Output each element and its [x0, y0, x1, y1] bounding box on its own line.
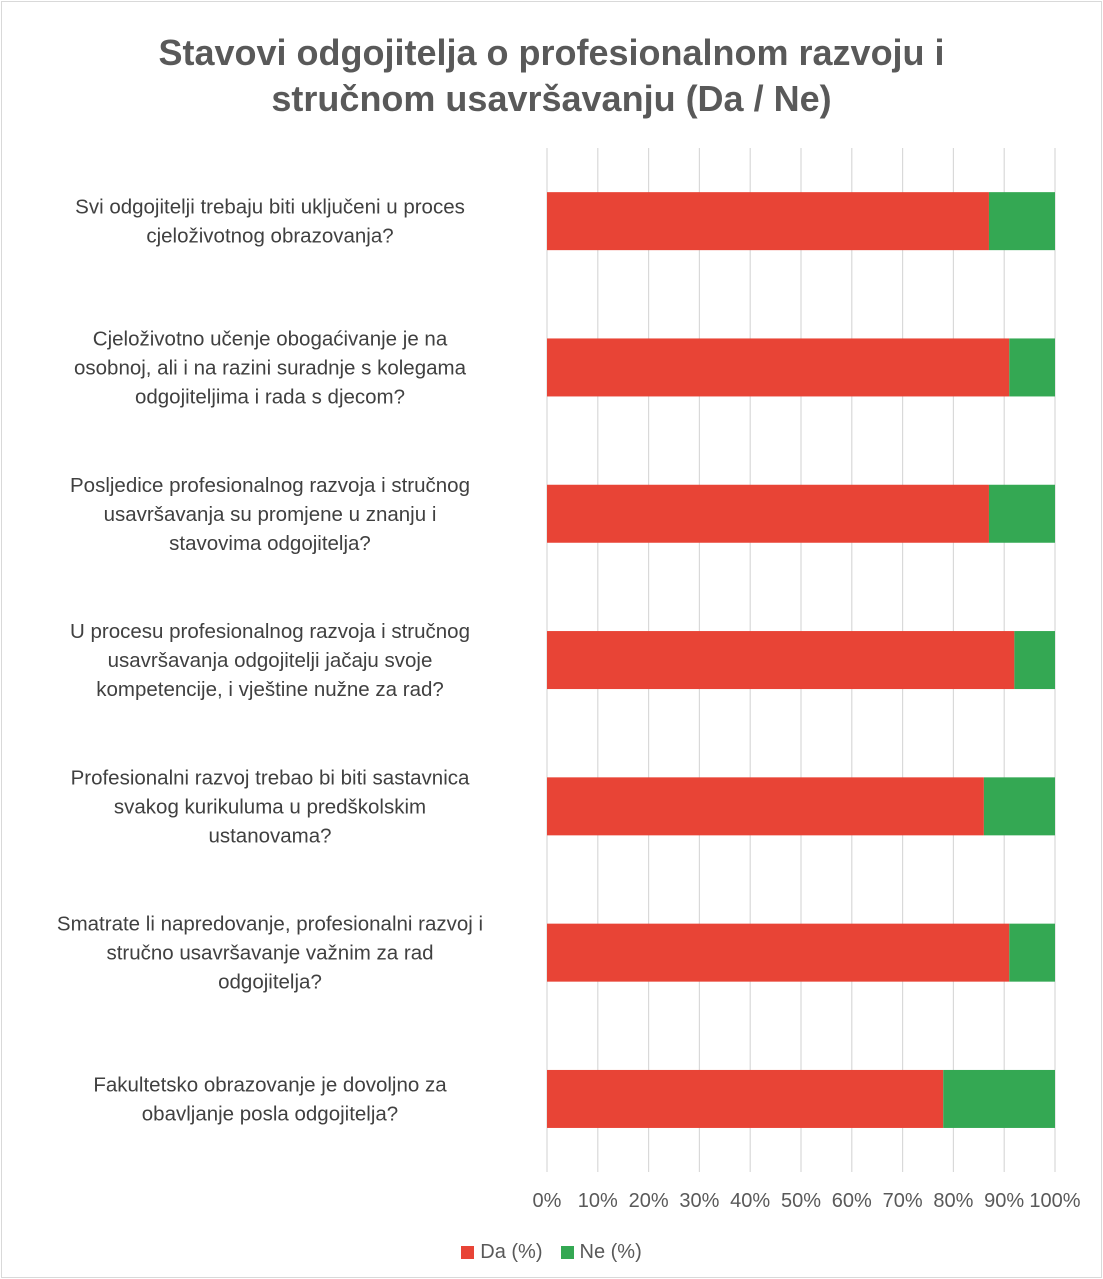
- category-label: usavršavanja su promjene u znanju i: [104, 503, 437, 526]
- bar-da: [547, 777, 984, 836]
- legend-item-da[interactable]: Da (%): [461, 1240, 543, 1264]
- x-tick-label: 60%: [832, 1190, 872, 1212]
- category-label: U procesu profesionalnog razvoja i struč…: [70, 620, 470, 643]
- bar-ne: [943, 1069, 1055, 1128]
- category-label: Svi odgojitelji trebaju biti uključeni u…: [75, 196, 465, 219]
- bar-ne: [1014, 631, 1055, 690]
- bar-ne: [988, 484, 1055, 543]
- legend-swatch-da: [461, 1245, 475, 1259]
- x-tick-label: 30%: [679, 1190, 719, 1212]
- chart-title-line-2: stručnom usavršavanju (Da / Ne): [271, 78, 832, 119]
- bar-ne: [1009, 923, 1055, 982]
- bar-ne: [983, 777, 1055, 836]
- legend-label-da: Da (%): [480, 1240, 543, 1263]
- category-label: odgojitelja?: [218, 971, 322, 994]
- bar-ne: [988, 192, 1055, 251]
- category-label: Cjeloživotno učenje obogaćivanje je na: [93, 327, 448, 350]
- legend-label-ne: Ne (%): [579, 1240, 642, 1263]
- chart-title: Stavovi odgojitelja o profesionalnom raz…: [0, 30, 1103, 122]
- x-tick-label: 40%: [730, 1190, 770, 1212]
- legend: Da (%) Ne (%): [0, 1237, 1103, 1267]
- category-label: usavršavanja odgojitelji jačaju svoje: [108, 649, 433, 672]
- bar-da: [547, 484, 989, 543]
- x-tick-label: 70%: [883, 1190, 923, 1212]
- bar-da: [547, 1069, 944, 1128]
- category-label: Fakultetsko obrazovanje je dovoljno za: [93, 1073, 447, 1096]
- chart-title-line-1: Stavovi odgojitelja o profesionalnom raz…: [158, 32, 945, 73]
- bar-da: [547, 192, 989, 251]
- category-label: odgojiteljima i rada s djecom?: [135, 385, 405, 408]
- category-label: Posljedice profesionalnog razvoja i stru…: [70, 474, 470, 497]
- x-tick-label: 50%: [781, 1190, 821, 1212]
- category-label: ustanovama?: [208, 824, 331, 847]
- bar-da: [547, 338, 1010, 397]
- category-label: stavovima odgojitelja?: [169, 532, 371, 555]
- category-label: Profesionalni razvoj trebao bi biti sast…: [71, 766, 470, 789]
- bar-ne: [1009, 338, 1055, 397]
- legend-swatch-ne: [560, 1245, 574, 1259]
- legend-item-ne[interactable]: Ne (%): [560, 1240, 642, 1264]
- x-tick-label: 80%: [933, 1190, 973, 1212]
- category-label: obavljanje posla odgojitelja?: [142, 1102, 398, 1125]
- x-tick-label: 10%: [578, 1190, 618, 1212]
- x-tick-label: 100%: [1029, 1190, 1080, 1212]
- x-tick-label: 20%: [629, 1190, 669, 1212]
- category-label: cjeloživotnog obrazovanja?: [146, 225, 393, 248]
- x-tick-label: 0%: [533, 1190, 562, 1212]
- bar-da: [547, 631, 1015, 690]
- category-label: stručno usavršavanje važnim za rad: [106, 942, 433, 965]
- x-tick-label: 90%: [984, 1190, 1024, 1212]
- category-label: kompetencije, i vještine nužne za rad?: [96, 678, 444, 701]
- category-label: svakog kurikuluma u predškolskim: [114, 795, 426, 818]
- category-label: osobnoj, ali i na razini suradnje s kole…: [74, 356, 467, 379]
- bar-da: [547, 923, 1010, 982]
- category-label: Smatrate li napredovanje, profesionalni …: [57, 913, 483, 936]
